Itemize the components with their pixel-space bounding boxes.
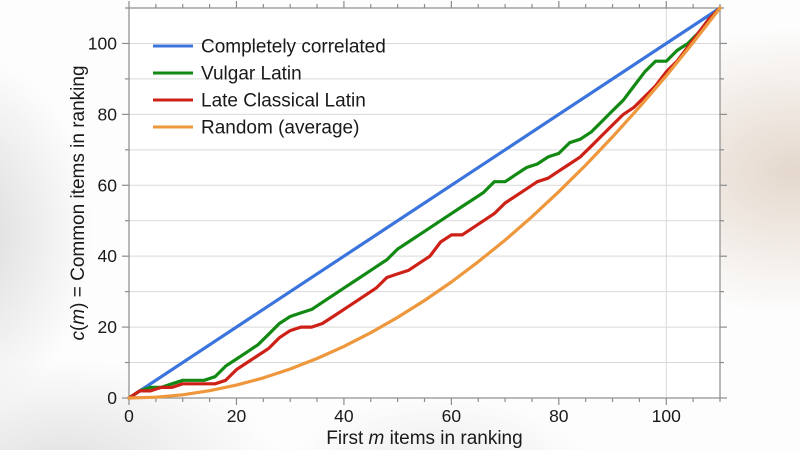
y-tick-label: 100: [88, 33, 117, 53]
x-tick-label: 40: [334, 406, 354, 426]
x-axis-title: First m items in ranking: [326, 428, 522, 449]
y-axis-title: c(m) = Common items in ranking: [68, 65, 89, 340]
x-tick-label: 100: [652, 406, 681, 426]
legend-label-late-classical-latin: Late Classical Latin: [201, 91, 366, 112]
y-tick-label: 40: [98, 246, 118, 266]
legend-label-random-average-: Random (average): [201, 118, 359, 139]
x-tick-label: 20: [227, 406, 247, 426]
y-tick-label: 60: [98, 175, 118, 195]
x-tick-label: 60: [442, 406, 462, 426]
series-line-completely-correlated: [127, 6, 722, 400]
x-tick-label: 0: [124, 406, 134, 426]
y-tick-label: 0: [107, 388, 117, 408]
legend-label-vulgar-latin: Vulgar Latin: [201, 64, 302, 85]
y-tick-label: 20: [98, 317, 118, 337]
series-line-late-classical-latin: [127, 6, 722, 400]
x-tick-label: 80: [549, 406, 569, 426]
series-line-random-average-: [127, 6, 722, 400]
legend-label-completely-correlated: Completely correlated: [201, 37, 386, 58]
y-tick-label: 80: [98, 104, 118, 124]
series-line-vulgar-latin: [127, 6, 722, 400]
